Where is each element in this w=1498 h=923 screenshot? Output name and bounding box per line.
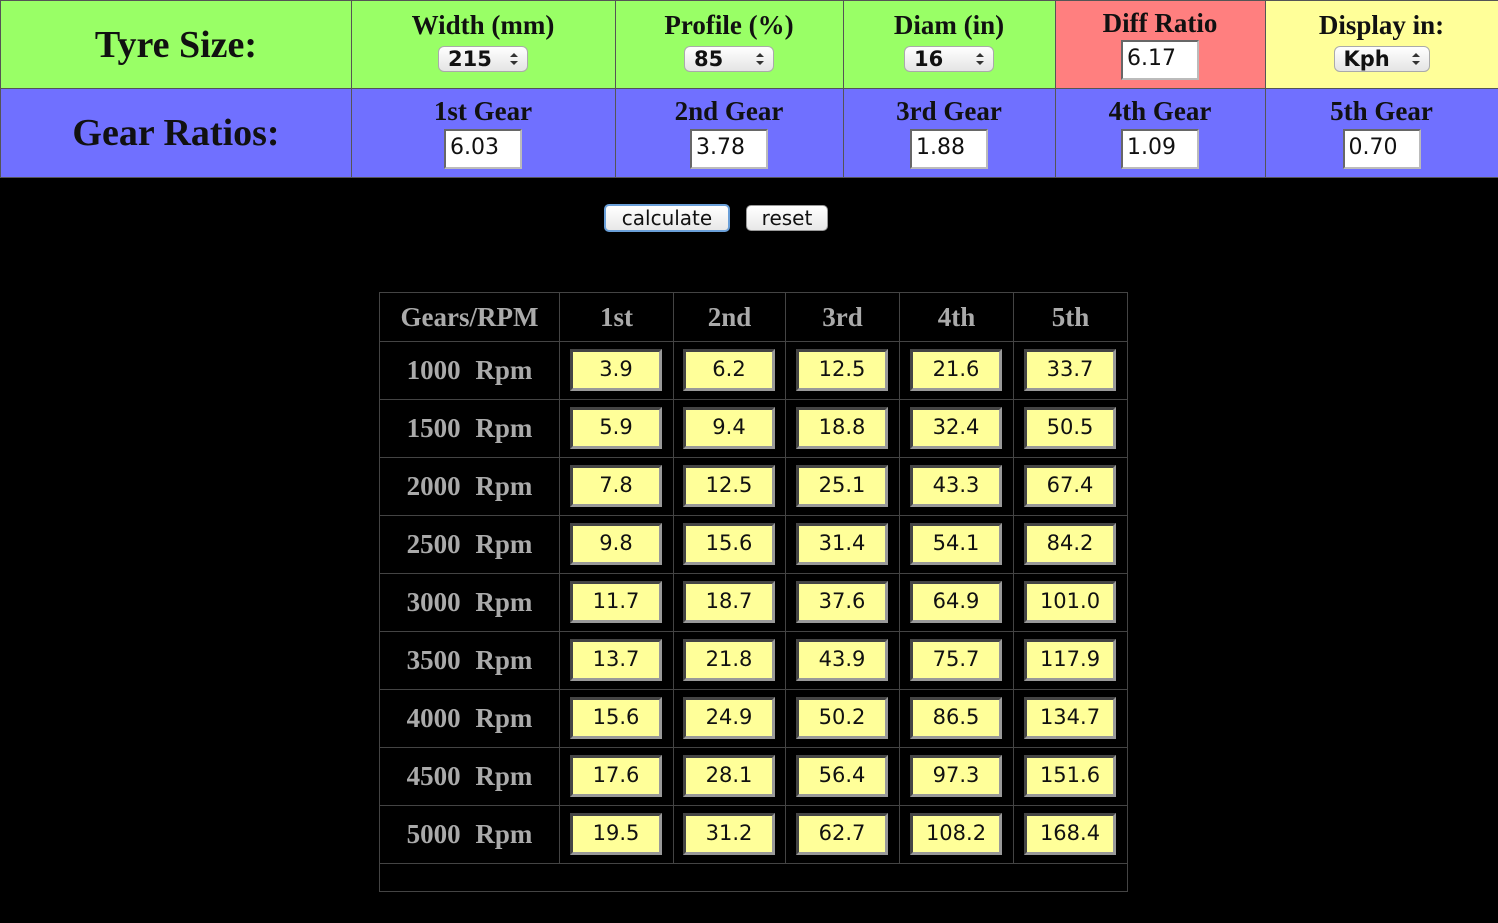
select[interactable]: 215 [438, 46, 528, 72]
speed-output[interactable]: 13.7 [570, 639, 662, 681]
select-arrows [1411, 53, 1420, 65]
speed-output[interactable]: 28.1 [683, 755, 775, 797]
speed-output[interactable]: 18.8 [796, 407, 888, 449]
rpm-label: 2000 Rpm [379, 457, 560, 516]
speed-output[interactable]: 24.9 [683, 697, 775, 739]
speed-output[interactable]: 6.2 [683, 349, 775, 391]
speed-output[interactable]: 37.6 [796, 581, 888, 623]
speed-output[interactable]: 108.2 [910, 813, 1002, 855]
field-label: Diff Ratio [1102, 8, 1218, 38]
speed-output[interactable]: 56.4 [796, 755, 888, 797]
speed-output[interactable]: 32.4 [910, 407, 1002, 449]
gear-label: 3rd Gear [896, 96, 1002, 126]
speed-output[interactable]: 9.4 [683, 407, 775, 449]
speed-output[interactable]: 62.7 [796, 813, 888, 855]
diff-ratio-input[interactable]: 6.17 [1121, 40, 1199, 80]
speed-output[interactable]: 12.5 [683, 465, 775, 507]
speed-output[interactable]: 19.5 [570, 813, 662, 855]
table-header: 3rd [785, 292, 900, 342]
speed-output[interactable]: 31.2 [683, 813, 775, 855]
field-label: Diam (in) [893, 10, 1005, 40]
rpm-label: 3500 Rpm [379, 631, 560, 690]
tyre-cell [615, 0, 844, 89]
gear-input[interactable]: 0.70 [1342, 129, 1421, 169]
speed-output[interactable]: 5.9 [570, 407, 662, 449]
speed-output[interactable]: 151.6 [1024, 755, 1116, 797]
reset-button[interactable]: reset [746, 205, 828, 231]
speed-output[interactable]: 43.9 [796, 639, 888, 681]
speed-output[interactable]: 134.7 [1024, 697, 1116, 739]
select[interactable]: 85 [684, 46, 774, 72]
speed-output[interactable]: 50.2 [796, 697, 888, 739]
speed-output[interactable]: 9.8 [570, 523, 662, 565]
field-label: Profile (%) [664, 10, 794, 40]
speed-output[interactable]: 31.4 [796, 523, 888, 565]
speed-output[interactable]: 11.7 [570, 581, 662, 623]
speed-output[interactable]: 15.6 [683, 523, 775, 565]
rpm-label: 4500 Rpm [379, 747, 560, 806]
speed-output[interactable]: 117.9 [1024, 639, 1116, 681]
speed-output[interactable]: 21.6 [910, 349, 1002, 391]
rpm-label: 1500 Rpm [379, 399, 560, 458]
tyre-label-cell: Tyre Size: [0, 0, 352, 89]
speed-output[interactable]: 43.3 [910, 465, 1002, 507]
table-header: 5th [1013, 292, 1128, 342]
gear-label: 1st Gear [433, 96, 533, 126]
select[interactable]: 16 [904, 46, 994, 72]
gear-label-cell: Gear Ratios: [0, 88, 352, 178]
table-header: Gears/RPM [379, 292, 560, 342]
tyre-cell [843, 0, 1056, 89]
table-next-row [379, 863, 1128, 923]
rpm-label: 1000 Rpm [379, 341, 560, 400]
gear-label: 4th Gear [1108, 96, 1212, 126]
speed-output[interactable]: 64.9 [910, 581, 1002, 623]
gear-input[interactable]: 1.09 [1121, 129, 1199, 169]
calculate-button[interactable]: calculate [604, 204, 730, 232]
speed-output[interactable]: 7.8 [570, 465, 662, 507]
speed-output[interactable]: 86.5 [910, 697, 1002, 739]
rpm-label: 4000 Rpm [379, 689, 560, 748]
tyre-cell [1265, 0, 1498, 89]
field-label: Display in: [1318, 10, 1445, 40]
gear-input[interactable]: 3.78 [690, 129, 768, 169]
rpm-label: 2500 Rpm [379, 515, 560, 574]
rpm-label: 5000 Rpm [379, 805, 560, 864]
speed-output[interactable]: 101.0 [1024, 581, 1116, 623]
gear-label: 5th Gear [1330, 96, 1433, 126]
page: Tyre Size: Width (mm) 215 Profile (%) 85 Diam… [0, 0, 1498, 892]
speed-output[interactable]: 50.5 [1024, 407, 1116, 449]
speed-output[interactable]: 12.5 [796, 349, 888, 391]
field-label: Width (mm) [411, 10, 555, 40]
speed-output[interactable]: 21.8 [683, 639, 775, 681]
speed-output[interactable]: 54.1 [910, 523, 1002, 565]
table-header: 2nd [673, 292, 786, 342]
speed-output[interactable]: 75.7 [910, 639, 1002, 681]
gear-input[interactable]: 1.88 [910, 129, 988, 169]
speed-output[interactable]: 15.6 [570, 697, 662, 739]
select-arrows [756, 53, 764, 65]
gear-input[interactable]: 6.03 [444, 129, 522, 169]
speed-output[interactable]: 33.7 [1024, 349, 1116, 391]
gear-label: 2nd Gear [674, 96, 784, 126]
select-arrows [976, 53, 984, 65]
speed-output[interactable]: 84.2 [1024, 523, 1116, 565]
select[interactable]: Kph [1333, 46, 1430, 72]
speed-output[interactable]: 17.6 [570, 755, 662, 797]
speed-output[interactable]: 67.4 [1024, 465, 1116, 507]
speed-output[interactable]: 18.7 [683, 581, 775, 623]
speed-output[interactable]: 97.3 [910, 755, 1002, 797]
rpm-label: 3000 Rpm [379, 573, 560, 632]
table-header: 1st [559, 292, 674, 342]
speed-output[interactable]: 3.9 [570, 349, 662, 391]
select-arrows [510, 53, 518, 65]
speed-output[interactable]: 25.1 [796, 465, 888, 507]
table-header: 4th [899, 292, 1014, 342]
speed-output[interactable]: 168.4 [1024, 813, 1116, 855]
